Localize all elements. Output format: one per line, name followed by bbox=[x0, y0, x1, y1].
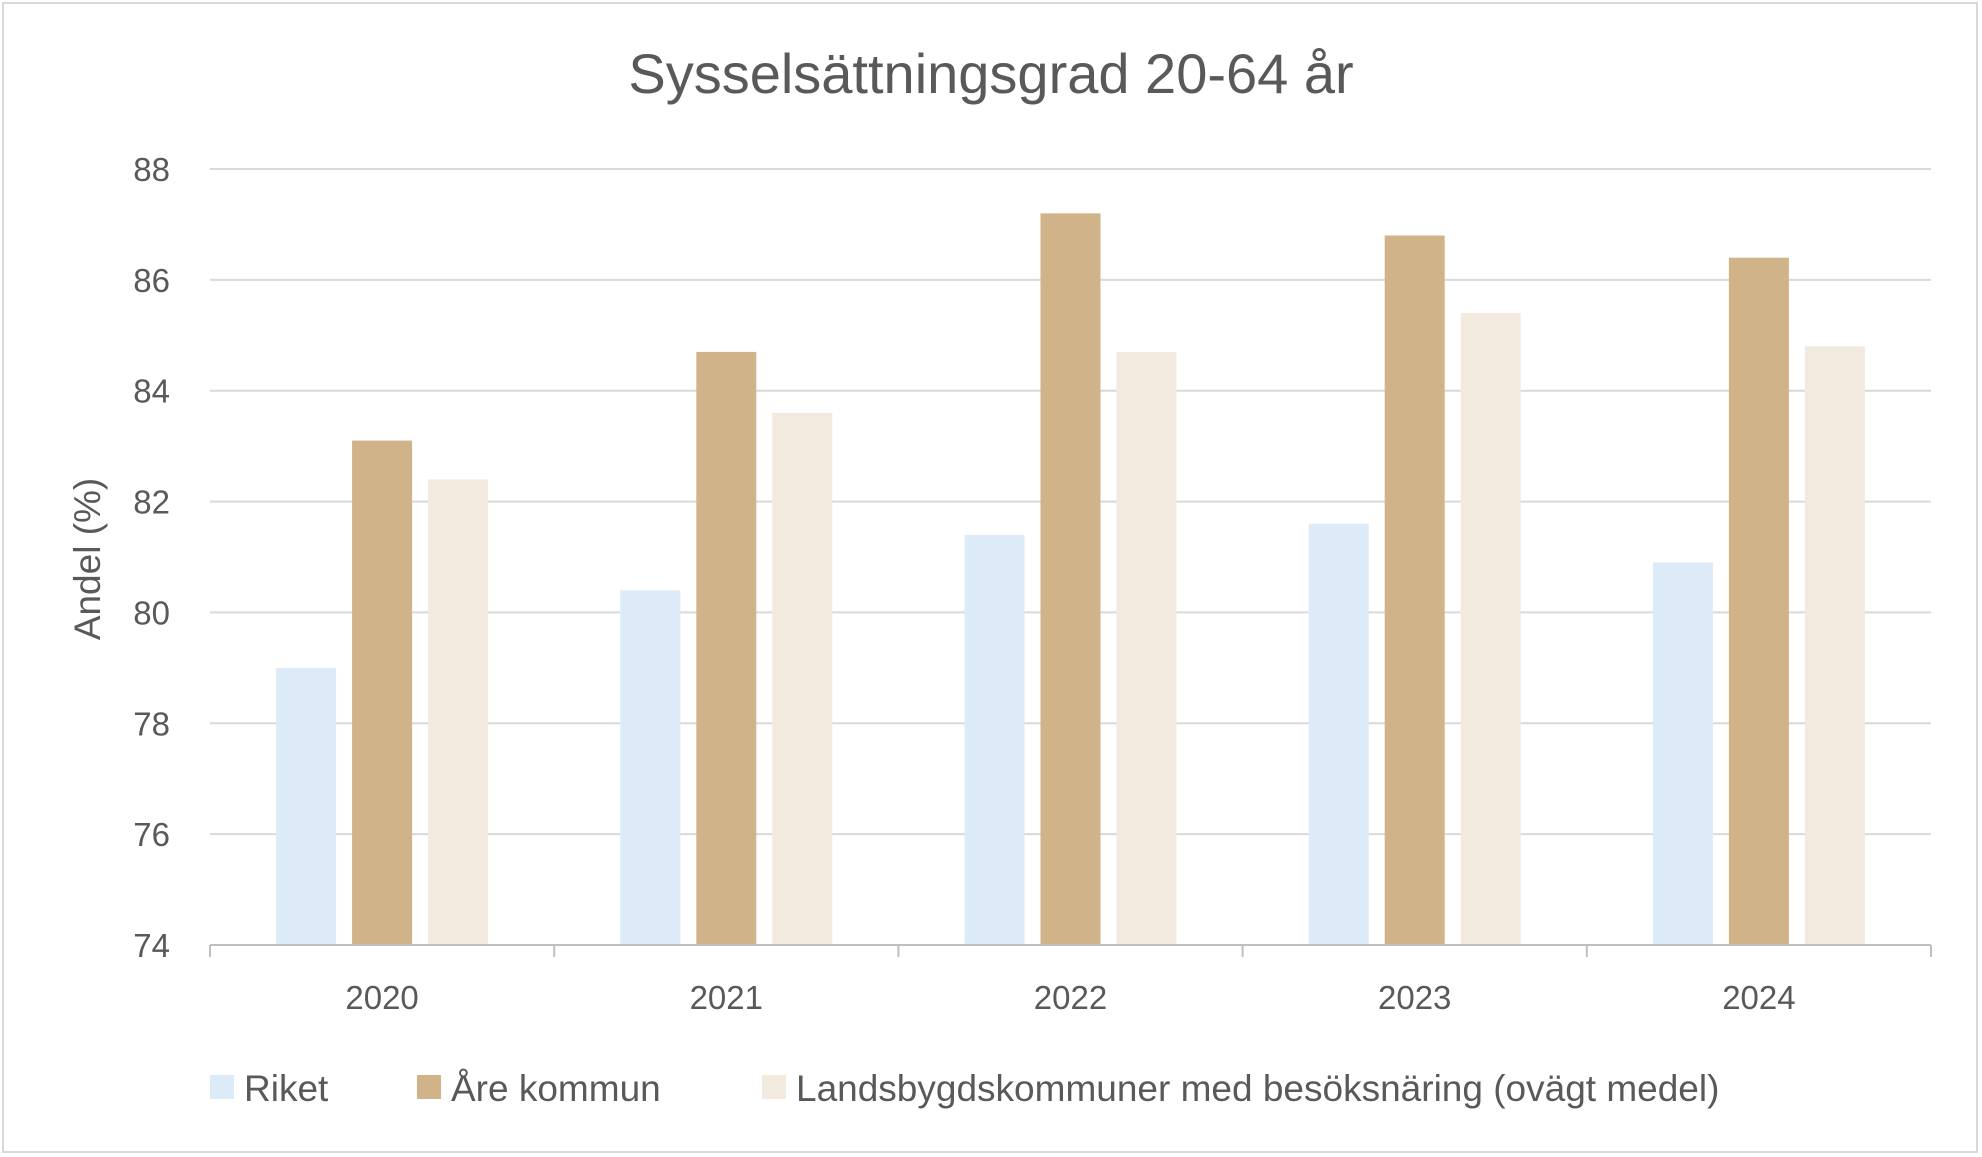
x-tick-label: 2023 bbox=[1378, 979, 1451, 1016]
bars bbox=[276, 213, 1865, 946]
y-axis-title: Andel (%) bbox=[67, 478, 108, 640]
y-tick-label: 84 bbox=[133, 373, 170, 410]
bar bbox=[1308, 523, 1369, 945]
bar bbox=[1460, 313, 1521, 946]
legend-swatch bbox=[417, 1075, 441, 1099]
legend-swatch bbox=[210, 1075, 234, 1099]
bar bbox=[1116, 351, 1177, 945]
bar bbox=[1384, 235, 1445, 945]
y-tick-label: 86 bbox=[133, 262, 170, 299]
bar bbox=[1728, 257, 1789, 946]
x-tick-label: 2021 bbox=[690, 979, 763, 1016]
bar bbox=[1040, 213, 1101, 946]
x-tick-label: 2024 bbox=[1722, 979, 1795, 1016]
legend: Riket Åre kommun Landsbygdskommuner med be… bbox=[210, 1068, 1719, 1109]
y-tick-label: 74 bbox=[133, 927, 170, 964]
x-tick-label: 2022 bbox=[1034, 979, 1107, 1016]
legend-label: Åre kommun bbox=[451, 1068, 661, 1109]
y-tick-label: 88 bbox=[133, 151, 170, 188]
bar bbox=[276, 667, 337, 945]
bar bbox=[428, 479, 489, 945]
legend-label: Landsbygdskommuner med besöksnäring (ovä… bbox=[796, 1068, 1719, 1109]
bar bbox=[1652, 562, 1713, 945]
bar bbox=[1804, 346, 1865, 945]
bar bbox=[620, 590, 681, 945]
y-tick-label: 76 bbox=[133, 816, 170, 853]
chart-title: Sysselsättningsgrad 20-64 år bbox=[628, 42, 1353, 105]
bar bbox=[696, 351, 757, 945]
bar bbox=[352, 440, 413, 945]
y-tick-label: 80 bbox=[133, 594, 170, 631]
x-tick-label: 2020 bbox=[345, 979, 418, 1016]
axes: 74 76 78 80 82 84 86 88 2020 2021 2022 2023 2024 bbox=[133, 151, 1932, 1016]
y-tick-label: 78 bbox=[133, 705, 170, 742]
bar bbox=[772, 412, 833, 945]
legend-label: Riket bbox=[244, 1068, 329, 1109]
legend-swatch bbox=[762, 1075, 786, 1099]
y-tick-label: 82 bbox=[133, 484, 170, 521]
bar bbox=[964, 534, 1025, 945]
